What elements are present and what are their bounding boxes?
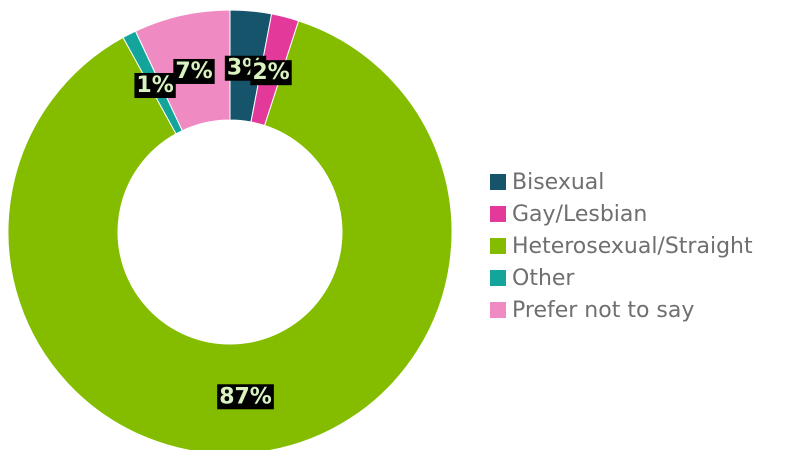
slice	[7, 20, 453, 450]
legend-swatch	[490, 238, 506, 254]
value-label: 1%	[136, 73, 173, 98]
value-label: 2%	[252, 60, 289, 85]
legend-label: Bisexual	[512, 170, 604, 195]
legend-label: Gay/Lesbian	[512, 202, 647, 227]
legend-label: Prefer not to say	[512, 298, 694, 323]
value-label: 7%	[175, 59, 212, 84]
value-label-bg	[173, 58, 215, 84]
legend-swatch	[490, 270, 506, 286]
value-label: 87%	[219, 384, 272, 409]
legend-swatch	[490, 302, 506, 318]
legend-label: Other	[512, 266, 575, 291]
legend-label: Heterosexual/Straight	[512, 234, 753, 259]
value-label-bg	[250, 60, 292, 86]
value-label-bg	[217, 384, 274, 410]
legend-swatch	[490, 206, 506, 222]
legend-swatch	[490, 174, 506, 190]
value-label-bg	[134, 72, 176, 98]
